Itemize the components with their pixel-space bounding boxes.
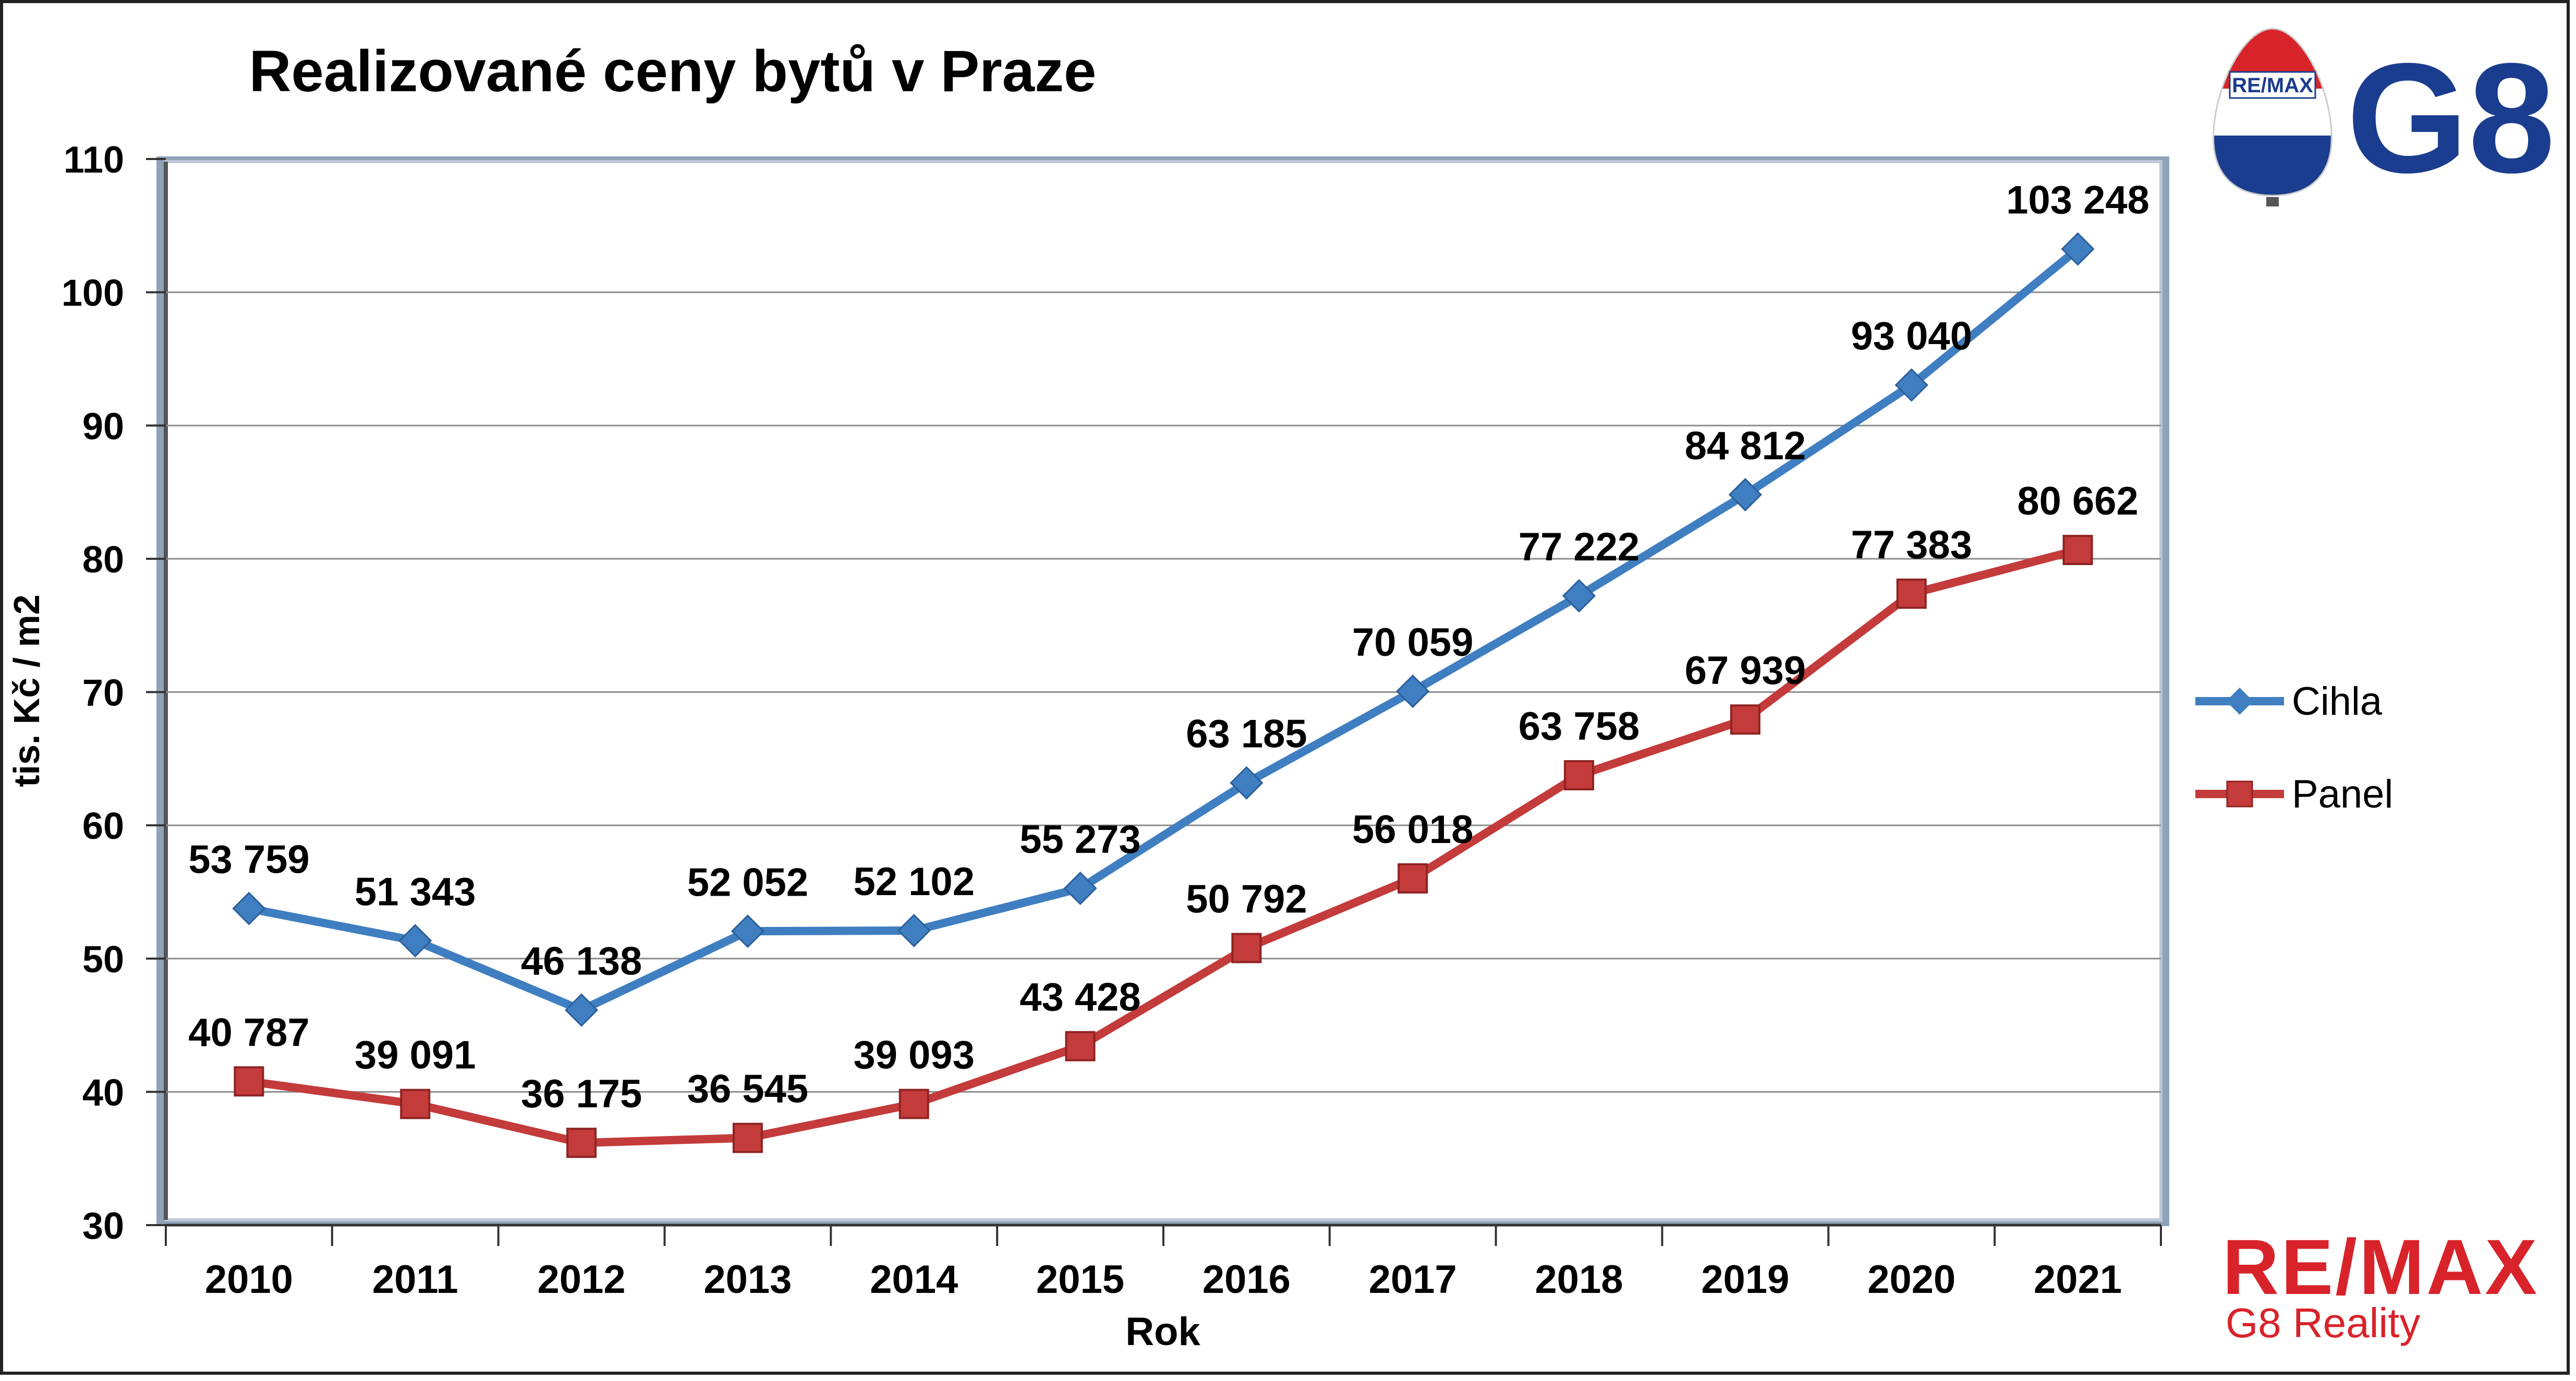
data-label: 40 787 bbox=[188, 1010, 309, 1055]
legend-label-panel: Panel bbox=[2292, 772, 2393, 816]
data-label: 77 222 bbox=[1518, 525, 1639, 569]
series-line-panel bbox=[248, 546, 2079, 1147]
data-point-cihla bbox=[1063, 871, 1097, 906]
remax-balloon-logo: RE/MAX bbox=[2213, 28, 2332, 206]
data-label: 39 093 bbox=[854, 1033, 975, 1078]
data-label: 52 102 bbox=[854, 860, 975, 904]
data-point-cihla bbox=[897, 913, 931, 948]
x-tick-label: 2015 bbox=[1036, 1257, 1124, 1302]
data-point-cihla bbox=[398, 924, 432, 958]
data-label: 46 138 bbox=[521, 939, 642, 983]
data-point-cihla bbox=[2061, 232, 2095, 266]
data-point-panel bbox=[1730, 704, 1760, 735]
data-point-panel bbox=[1896, 578, 1927, 609]
series-layer bbox=[232, 232, 2095, 1158]
data-point-panel bbox=[732, 1122, 763, 1153]
x-axis-title: Rok bbox=[1125, 1310, 1200, 1354]
x-tick-label: 2020 bbox=[1867, 1257, 1955, 1302]
y-tick-label: 50 bbox=[82, 939, 124, 981]
y-tick-label: 30 bbox=[82, 1205, 124, 1247]
y-tick-label: 60 bbox=[82, 805, 124, 847]
data-point-cihla bbox=[1230, 766, 1263, 800]
data-point-panel bbox=[400, 1089, 431, 1119]
x-tick-label: 2014 bbox=[870, 1257, 958, 1302]
data-label: 93 040 bbox=[1851, 314, 1972, 359]
data-label: 51 343 bbox=[355, 870, 476, 914]
y-tick-label: 90 bbox=[82, 406, 124, 447]
x-axis-ticks: 2010 2011 2012 2013 2014 2015 2016 2017 2018 2019… bbox=[165, 1225, 2162, 1302]
data-point-panel bbox=[1564, 760, 1595, 791]
g8-logo: G8 bbox=[2347, 30, 2555, 205]
x-tick-label: 2021 bbox=[2034, 1257, 2122, 1302]
data-label: 80 662 bbox=[2017, 479, 2138, 523]
series-line-cihla bbox=[248, 246, 2081, 1015]
data-point-panel bbox=[1065, 1031, 1096, 1061]
data-label: 56 018 bbox=[1352, 808, 1473, 852]
data-label: 53 759 bbox=[188, 838, 309, 882]
legend-marker bbox=[2226, 780, 2253, 808]
data-point-panel bbox=[898, 1089, 929, 1119]
data-label: 50 792 bbox=[1186, 877, 1307, 922]
x-tick-label: 2016 bbox=[1202, 1257, 1291, 1302]
chart-title: Realizované ceny bytů v Praze bbox=[249, 39, 1097, 104]
data-label: 70 059 bbox=[1352, 620, 1473, 665]
y-axis-title: tis. Kč / m2 bbox=[6, 594, 47, 787]
legend-marker bbox=[2226, 688, 2253, 715]
data-label: 63 185 bbox=[1186, 712, 1307, 756]
x-tick-label: 2012 bbox=[538, 1257, 626, 1302]
data-point-panel bbox=[566, 1128, 597, 1158]
x-tick-label: 2018 bbox=[1535, 1257, 1623, 1302]
data-point-panel bbox=[1398, 863, 1428, 894]
data-point-cihla bbox=[1562, 579, 1596, 613]
data-label: 36 545 bbox=[687, 1067, 808, 1111]
data-point-panel bbox=[1231, 933, 1262, 963]
data-point-cihla bbox=[232, 891, 266, 925]
y-tick-label: 80 bbox=[82, 539, 124, 581]
data-labels: 53 759 51 343 46 138 52 052 52 102 55 273 63 1… bbox=[188, 178, 2149, 1117]
y-tick-label: 70 bbox=[82, 673, 124, 714]
balloon-logo-text: RE/MAX bbox=[2232, 74, 2313, 97]
x-tick-label: 2019 bbox=[1701, 1257, 1789, 1302]
data-label: 67 939 bbox=[1685, 649, 1806, 693]
x-tick-label: 2013 bbox=[703, 1257, 792, 1302]
data-label: 36 175 bbox=[521, 1072, 642, 1116]
x-tick-label: 2011 bbox=[372, 1257, 458, 1302]
data-label: 77 383 bbox=[1851, 523, 1972, 567]
data-label: 103 248 bbox=[2006, 178, 2149, 223]
remax-subtitle: G8 Reality bbox=[2226, 1300, 2421, 1346]
data-point-cihla bbox=[564, 993, 599, 1027]
y-tick-label: 110 bbox=[64, 139, 124, 181]
y-tick-label: 40 bbox=[82, 1072, 124, 1114]
y-axis-ticks: 30 40 50 60 70 80 90 100 110 bbox=[62, 139, 166, 1247]
x-tick-label: 2017 bbox=[1369, 1257, 1457, 1302]
legend: Cihla Panel bbox=[2195, 679, 2393, 816]
data-label: 84 812 bbox=[1685, 424, 1806, 468]
data-label: 52 052 bbox=[687, 860, 808, 905]
data-point-panel bbox=[234, 1066, 264, 1097]
data-label: 43 428 bbox=[1019, 975, 1140, 1020]
x-tick-label: 2010 bbox=[205, 1257, 293, 1302]
legend-label-cihla: Cihla bbox=[2292, 679, 2383, 724]
data-point-cihla bbox=[1728, 478, 1763, 511]
data-point-panel bbox=[2062, 534, 2093, 565]
data-point-cihla bbox=[731, 914, 765, 948]
data-point-cihla bbox=[1396, 674, 1430, 708]
data-label: 63 758 bbox=[1518, 704, 1639, 749]
remax-wordmark: RE/MAX bbox=[2222, 1223, 2539, 1311]
plot-area bbox=[164, 160, 2162, 1221]
data-label: 39 091 bbox=[355, 1033, 476, 1078]
data-point-cihla bbox=[1894, 368, 1928, 402]
y-tick-label: 100 bbox=[62, 273, 124, 314]
data-label: 55 273 bbox=[1019, 817, 1140, 862]
